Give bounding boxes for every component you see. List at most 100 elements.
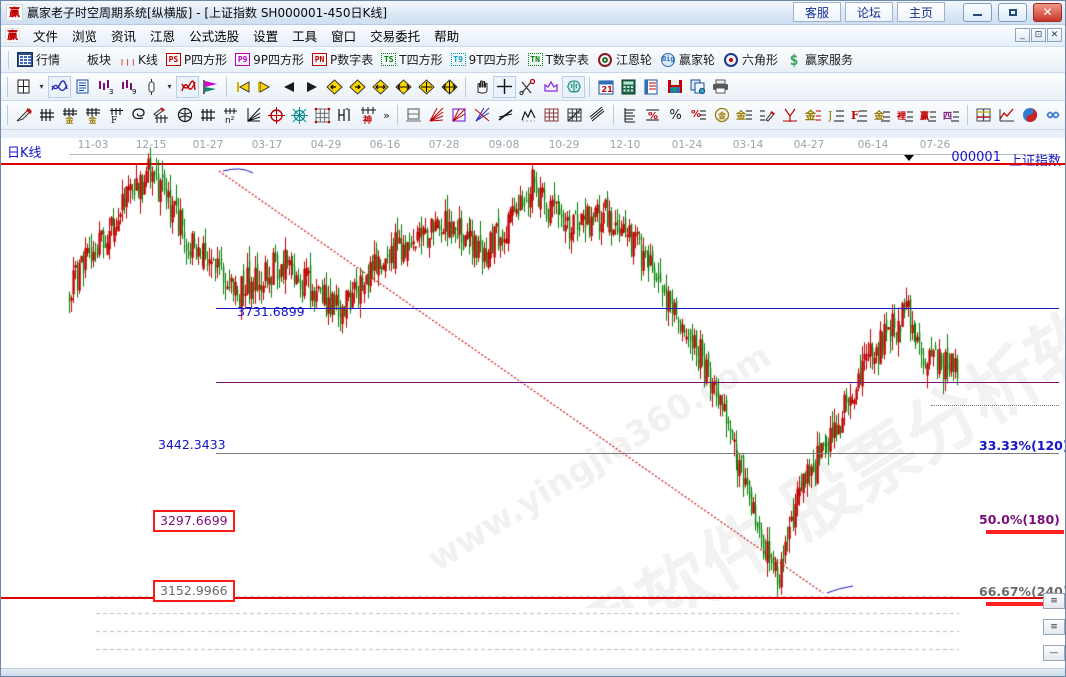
hand-icon[interactable]	[470, 76, 493, 98]
gold-lines-icon[interactable]: 金	[733, 104, 756, 126]
angle-icon[interactable]	[242, 104, 265, 126]
menu-formula-stock-pick[interactable]: 公式选股	[189, 29, 240, 44]
j-lines-icon[interactable]: J	[825, 104, 848, 126]
homepage-button[interactable]: 主页	[897, 2, 945, 22]
fork-icon[interactable]	[779, 104, 802, 126]
crosshair-icon[interactable]	[493, 75, 516, 98]
shortcut-p-square[interactable]: PS P四方形	[162, 50, 231, 69]
ladder-icon[interactable]	[618, 104, 641, 126]
move-cross-icon[interactable]	[415, 76, 438, 98]
chart-area[interactable]: 日K线 11-03 12-15 01-27 03-17 04-29 06-16 …	[1, 138, 1065, 676]
calendar-dropdown-caret-icon[interactable]: ▾	[39, 82, 44, 91]
expand-h-icon[interactable]	[392, 76, 415, 98]
grid-color-icon[interactable]	[972, 104, 995, 126]
frame-icon[interactable]	[402, 104, 425, 126]
menu-settings[interactable]: 设置	[253, 29, 279, 44]
shortcut-t-number-table[interactable]: TN T数字表	[524, 50, 593, 69]
next-icon[interactable]	[300, 76, 323, 98]
gold3-icon[interactable]: 金	[871, 104, 894, 126]
gold2-icon[interactable]: 金	[802, 104, 825, 126]
shortcut-hexagon[interactable]: 六角形	[719, 50, 782, 69]
first-page-icon[interactable]	[231, 76, 254, 98]
si-lines-icon[interactable]: 四	[940, 104, 963, 126]
fan-red-icon[interactable]	[425, 104, 448, 126]
zoom-both-icon[interactable]	[369, 76, 392, 98]
menu-help[interactable]: 帮助	[434, 29, 460, 44]
pen-icon[interactable]	[12, 104, 35, 126]
save-icon[interactable]	[663, 76, 686, 98]
n2-icon[interactable]: n²	[219, 104, 242, 126]
tally-icon[interactable]	[35, 104, 58, 126]
menu-gann[interactable]: 江恩	[150, 29, 176, 44]
mdi-restore-button[interactable]: ⊡	[1031, 28, 1046, 42]
ball-icon[interactable]	[173, 104, 196, 126]
fan-blue-icon[interactable]	[471, 104, 494, 126]
notes-icon[interactable]	[640, 76, 663, 98]
shortcut-9p-square[interactable]: P9 9P四方形	[231, 50, 308, 69]
last-page-icon[interactable]	[254, 76, 277, 98]
shortcut-winner-service[interactable]: $ 赢家服务	[782, 50, 857, 69]
kline3-icon[interactable]: 3	[94, 76, 117, 98]
f-lines-icon[interactable]: F	[848, 104, 871, 126]
more-chevrons-icon[interactable]: »	[383, 108, 390, 122]
shortcut-quotes[interactable]: 行情	[13, 50, 64, 69]
shortcut-gann-wheel[interactable]: 江恩轮	[593, 50, 656, 69]
flag-icon[interactable]	[199, 76, 222, 98]
shortcut-winner-wheel[interactable]: Big 赢家轮	[656, 50, 719, 69]
shortcut-t-square[interactable]: TS T四方形	[377, 50, 446, 69]
calendar-period-icon[interactable]	[12, 76, 35, 98]
menu-file[interactable]: 文件	[33, 29, 59, 44]
gold-pen-icon[interactable]	[756, 104, 779, 126]
li-lines-icon[interactable]: 裡	[894, 104, 917, 126]
zigzag-icon[interactable]	[517, 104, 540, 126]
move-all-icon[interactable]	[438, 76, 461, 98]
menu-browse[interactable]: 浏览	[72, 29, 98, 44]
gold-tally-icon[interactable]: 金	[58, 104, 81, 126]
forum-button[interactable]: 论坛	[845, 2, 893, 22]
zoom-right-icon[interactable]	[346, 76, 369, 98]
scroll-mid-button[interactable]: ≡	[1043, 619, 1065, 635]
report-icon[interactable]	[71, 76, 94, 98]
overlay-curve-icon[interactable]	[48, 75, 71, 98]
kline9-icon[interactable]: 9	[117, 76, 140, 98]
scroll-up-button[interactable]: ≡	[1043, 593, 1065, 609]
calendar21-icon[interactable]: 21	[594, 76, 617, 98]
maximize-button[interactable]	[998, 2, 1027, 22]
grid-dark-icon[interactable]	[563, 104, 586, 126]
shen-icon[interactable]: 神	[357, 104, 380, 126]
scissors-icon[interactable]	[516, 76, 539, 98]
shortcut-p-number-table[interactable]: PN P数字表	[308, 50, 377, 69]
capsule-dropdown-caret-icon[interactable]: ▾	[167, 82, 172, 91]
trend-icon[interactable]	[995, 104, 1018, 126]
menu-window[interactable]: 窗口	[331, 29, 357, 44]
brain-icon[interactable]	[562, 75, 585, 98]
shortcut-kline[interactable]: ╷╷╷ K线	[115, 50, 162, 69]
ying-lines-icon[interactable]: 赢	[917, 104, 940, 126]
gold-circle-icon[interactable]: 金	[710, 104, 733, 126]
print-icon[interactable]	[709, 76, 732, 98]
parallel-icon[interactable]	[586, 104, 609, 126]
spiral-icon[interactable]	[127, 104, 150, 126]
pen-tally-icon[interactable]	[150, 104, 173, 126]
zoom-left-icon[interactable]	[323, 76, 346, 98]
capsule-icon[interactable]	[140, 76, 163, 98]
target2-icon[interactable]	[288, 104, 311, 126]
redcurve-icon[interactable]	[176, 75, 199, 98]
copy-icon[interactable]	[686, 76, 709, 98]
close-button[interactable]: ✕	[1033, 2, 1062, 22]
pct-red-icon[interactable]: %	[641, 104, 664, 126]
grid-red-icon[interactable]	[540, 104, 563, 126]
shortcut-9t-square[interactable]: T9 9T四方形	[447, 50, 524, 69]
infinity-icon[interactable]	[1041, 104, 1064, 126]
yinyang-icon[interactable]	[1018, 104, 1041, 126]
pct-lines-icon[interactable]: %	[687, 104, 710, 126]
menu-news[interactable]: 资讯	[111, 29, 137, 44]
menu-trade-entrust[interactable]: 交易委托	[370, 29, 421, 44]
prev-icon[interactable]	[277, 76, 300, 98]
crown-icon[interactable]	[539, 76, 562, 98]
minimize-button[interactable]	[963, 2, 992, 22]
customer-service-button[interactable]: 客服	[793, 2, 841, 22]
h-quote-icon[interactable]: "	[334, 104, 357, 126]
mdi-close-button[interactable]: ✕	[1047, 28, 1062, 42]
calculator-icon[interactable]	[617, 76, 640, 98]
